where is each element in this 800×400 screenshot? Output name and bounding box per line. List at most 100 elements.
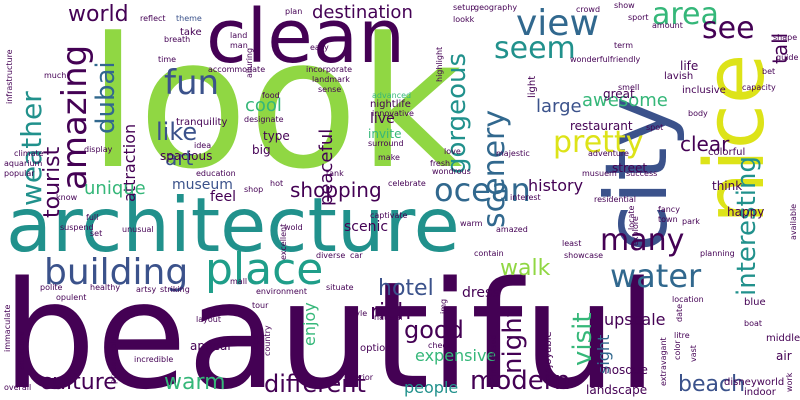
word: fancy [658,205,680,214]
word: sport [628,13,649,22]
word: tourist [40,146,65,218]
word: immaculate [3,304,12,352]
word: architecture [6,181,460,269]
word: dress [462,285,500,301]
word: planning [700,249,735,258]
word: modern [470,366,571,396]
word: scenery [477,109,512,228]
word: mall [230,277,248,286]
word: place [205,244,324,295]
word: visit [568,312,598,366]
word: life [680,59,699,73]
word: area [652,0,719,32]
word: guide [776,53,799,62]
word: diverse [316,251,346,260]
word: pretty [553,125,644,160]
word: attractive [17,331,26,370]
word: restaurant [570,119,633,133]
word: love [444,147,461,156]
word: crowd [576,5,601,14]
word: world [68,2,129,27]
word: check [428,341,452,350]
word: fun [164,63,220,103]
word: warm [460,219,483,228]
word: vast [689,345,698,362]
word: culture [40,370,117,395]
word: sense [318,85,342,94]
word: park [682,217,700,226]
word: incredible [134,355,174,364]
word: colorful [708,147,746,158]
word: option [360,343,392,354]
word: work [785,372,794,392]
word: take [180,27,202,38]
word: overall [4,383,32,392]
word: interesting [732,156,762,296]
word: available [789,203,798,240]
word: boat [744,319,763,328]
word: image [251,335,260,360]
word: tank [326,169,344,178]
word: type [263,129,290,143]
word: enjoy [300,302,319,346]
word: healthy [90,283,121,292]
word: enjoyable [543,331,554,380]
word: wondrous [432,167,471,176]
word: lookk [453,15,475,24]
word: upscale [604,310,666,329]
word: opulent [56,293,87,302]
word: make [378,153,400,162]
word: different [264,370,366,398]
word: wold [284,223,303,232]
word: expensive [415,346,497,365]
word: show [614,1,635,10]
word: car [350,251,363,260]
word: scenic [344,219,389,235]
word: infrastructure [5,49,14,104]
word: building [44,252,189,293]
word: tranquility [176,117,228,128]
word: art [165,146,194,170]
word: adventure [588,149,629,158]
word: setup [453,3,476,12]
word: museum [172,177,233,193]
word: polite [40,283,63,292]
word: warm [164,370,226,395]
word: spacious [160,149,213,163]
word: interest [510,193,541,202]
word: town [658,215,678,224]
word: see [702,11,755,46]
word: impressed [489,334,498,376]
word: wonderfulfriendly [570,55,641,64]
word: interior [344,373,374,382]
word: success [626,169,658,178]
word: breath [164,35,191,44]
word: appear [190,339,233,353]
word: dubai [91,61,121,134]
word: set [90,229,103,238]
word: middle [766,333,800,344]
word: bet [762,67,776,76]
word: many [600,223,685,258]
word: water [610,257,702,295]
word: incorporate [306,65,353,74]
word: theme [176,14,202,23]
word: ocean [434,171,531,209]
word: tour [252,301,269,310]
word: education [196,169,236,178]
word: unusual [122,225,154,234]
word: smell [618,83,640,92]
word: beautiful [2,250,658,400]
word: fresh [430,159,451,168]
word: advanced [372,91,412,100]
word: idea [194,141,212,150]
word: amazed [496,225,528,234]
word: seem [494,31,576,66]
word: landmark [312,75,350,84]
word: walk [500,256,551,281]
word: lavish [664,71,694,82]
word: awesome [582,90,668,111]
word: color [673,340,682,360]
word: captivate [370,211,408,220]
word: body [688,109,708,118]
